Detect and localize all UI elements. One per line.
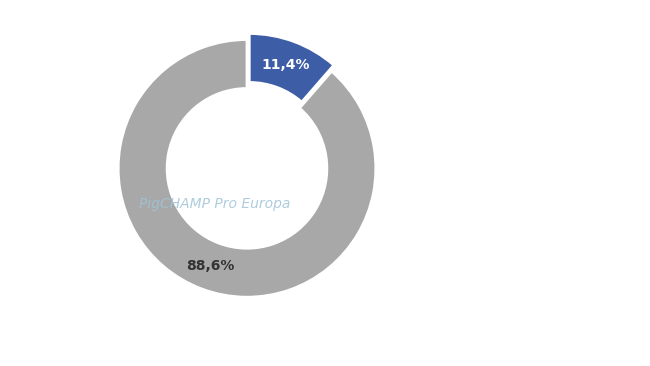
Text: 88,6%: 88,6% [187,259,235,273]
Text: 11,4%: 11,4% [261,57,310,72]
Wedge shape [118,40,376,297]
Text: PigCHAMP Pro Europa: PigCHAMP Pro Europa [139,197,291,212]
Wedge shape [249,34,334,102]
